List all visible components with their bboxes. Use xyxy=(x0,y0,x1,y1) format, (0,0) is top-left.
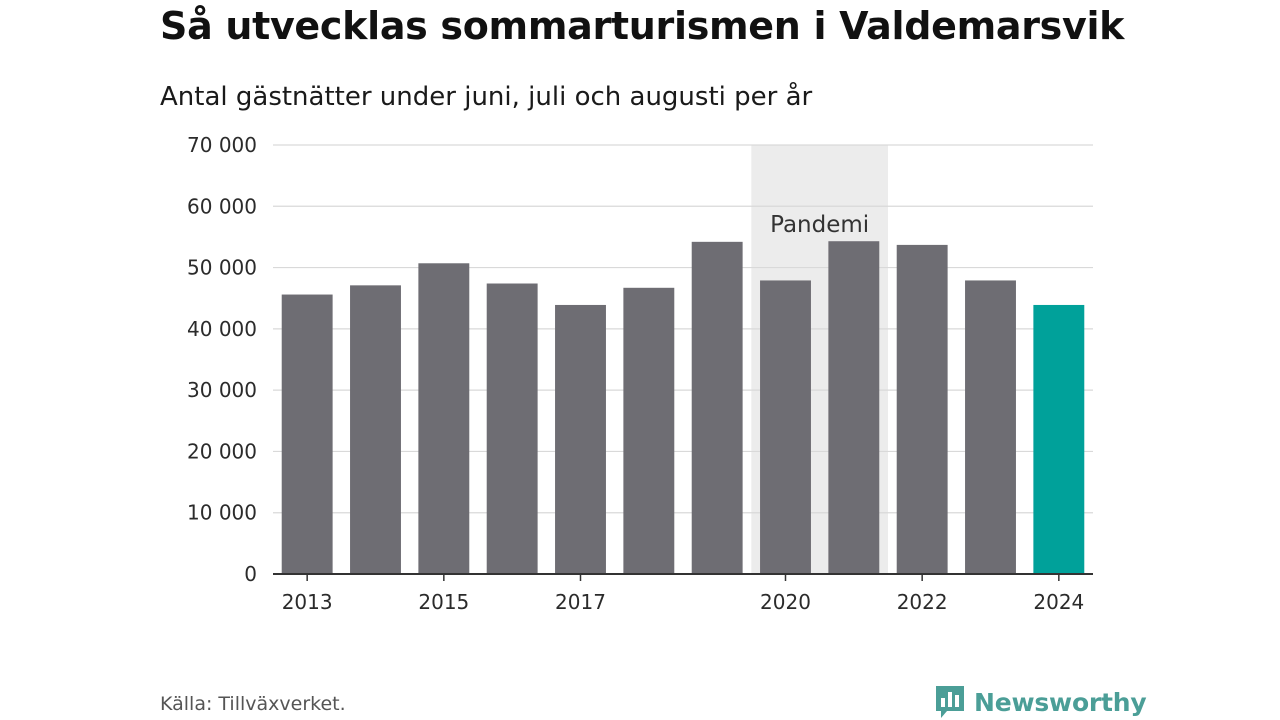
brand-name: Newsworthy xyxy=(974,687,1147,717)
y-tick-label: 20 000 xyxy=(187,439,257,463)
y-tick-label: 60 000 xyxy=(187,194,257,218)
y-tick-label: 50 000 xyxy=(187,256,257,280)
y-tick-label: 40 000 xyxy=(187,317,257,341)
x-tick-label: 2015 xyxy=(418,590,469,614)
y-tick-label: 70 000 xyxy=(187,133,257,157)
bar-2022 xyxy=(896,244,948,574)
x-tick-label: 2024 xyxy=(1033,590,1084,614)
x-tick-label: 2022 xyxy=(897,590,948,614)
chart-subtitle: Antal gästnätter under juni, juli och au… xyxy=(160,82,813,112)
bar-2021 xyxy=(828,241,880,574)
y-tick-label: 0 xyxy=(244,562,257,586)
brand-logo: Newsworthy xyxy=(934,684,1147,720)
bar-2017 xyxy=(555,304,606,574)
y-tick-label: 10 000 xyxy=(187,501,257,525)
x-tick-label: 2013 xyxy=(282,590,333,614)
bar-2019 xyxy=(691,241,743,574)
bar-2015 xyxy=(418,263,470,574)
bar-2020 xyxy=(760,280,811,574)
bar-2014 xyxy=(350,285,401,574)
source-note: Källa: Tillväxverket. xyxy=(160,693,346,715)
bar-2018 xyxy=(623,287,675,574)
y-tick-label: 30 000 xyxy=(187,378,257,402)
bar-chart-speech-bubble-icon xyxy=(936,686,964,718)
x-tick-label: 2017 xyxy=(555,590,606,614)
bar-2023 xyxy=(965,280,1016,574)
bar-2024 xyxy=(1033,304,1085,574)
bar-2013 xyxy=(281,294,333,574)
bar-2016 xyxy=(486,283,538,574)
chart-title: Så utvecklas sommarturismen i Valdemarsv… xyxy=(160,4,1125,48)
pandemic-label: Pandemi xyxy=(770,212,869,238)
x-tick-label: 2020 xyxy=(760,590,811,614)
